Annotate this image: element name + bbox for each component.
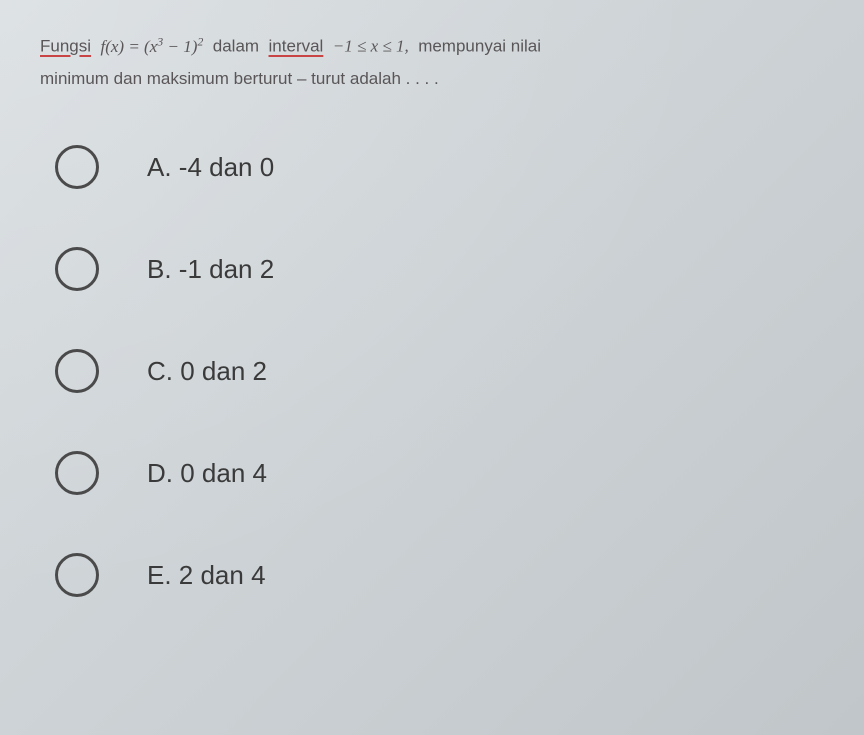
- option-a[interactable]: A. -4 dan 0: [55, 145, 824, 189]
- option-label: D. 0 dan 4: [147, 458, 267, 489]
- radio-icon[interactable]: [55, 553, 99, 597]
- word-dalam: dalam: [213, 37, 259, 56]
- word-fungsi: Fungsi: [40, 37, 91, 56]
- option-b[interactable]: B. -1 dan 2: [55, 247, 824, 291]
- range: −1 ≤ x ≤ 1,: [333, 37, 409, 56]
- question-line2: minimum dan maksimum berturut – turut ad…: [40, 69, 439, 88]
- options-list: A. -4 dan 0 B. -1 dan 2 C. 0 dan 2 D. 0 …: [40, 145, 824, 597]
- option-c[interactable]: C. 0 dan 2: [55, 349, 824, 393]
- option-label: E. 2 dan 4: [147, 560, 266, 591]
- radio-icon[interactable]: [55, 145, 99, 189]
- word-interval: interval: [269, 37, 324, 56]
- option-label: B. -1 dan 2: [147, 254, 274, 285]
- option-label: C. 0 dan 2: [147, 356, 267, 387]
- option-d[interactable]: D. 0 dan 4: [55, 451, 824, 495]
- radio-icon[interactable]: [55, 349, 99, 393]
- word-mempunyai: mempunyai nilai: [418, 37, 541, 56]
- option-label: A. -4 dan 0: [147, 152, 274, 183]
- formula: f(x) = (x3 − 1)2: [100, 37, 203, 56]
- radio-icon[interactable]: [55, 247, 99, 291]
- option-e[interactable]: E. 2 dan 4: [55, 553, 824, 597]
- question-container: Fungsi f(x) = (x3 − 1)2 dalam interval −…: [40, 30, 824, 597]
- question-text: Fungsi f(x) = (x3 − 1)2 dalam interval −…: [40, 30, 824, 95]
- radio-icon[interactable]: [55, 451, 99, 495]
